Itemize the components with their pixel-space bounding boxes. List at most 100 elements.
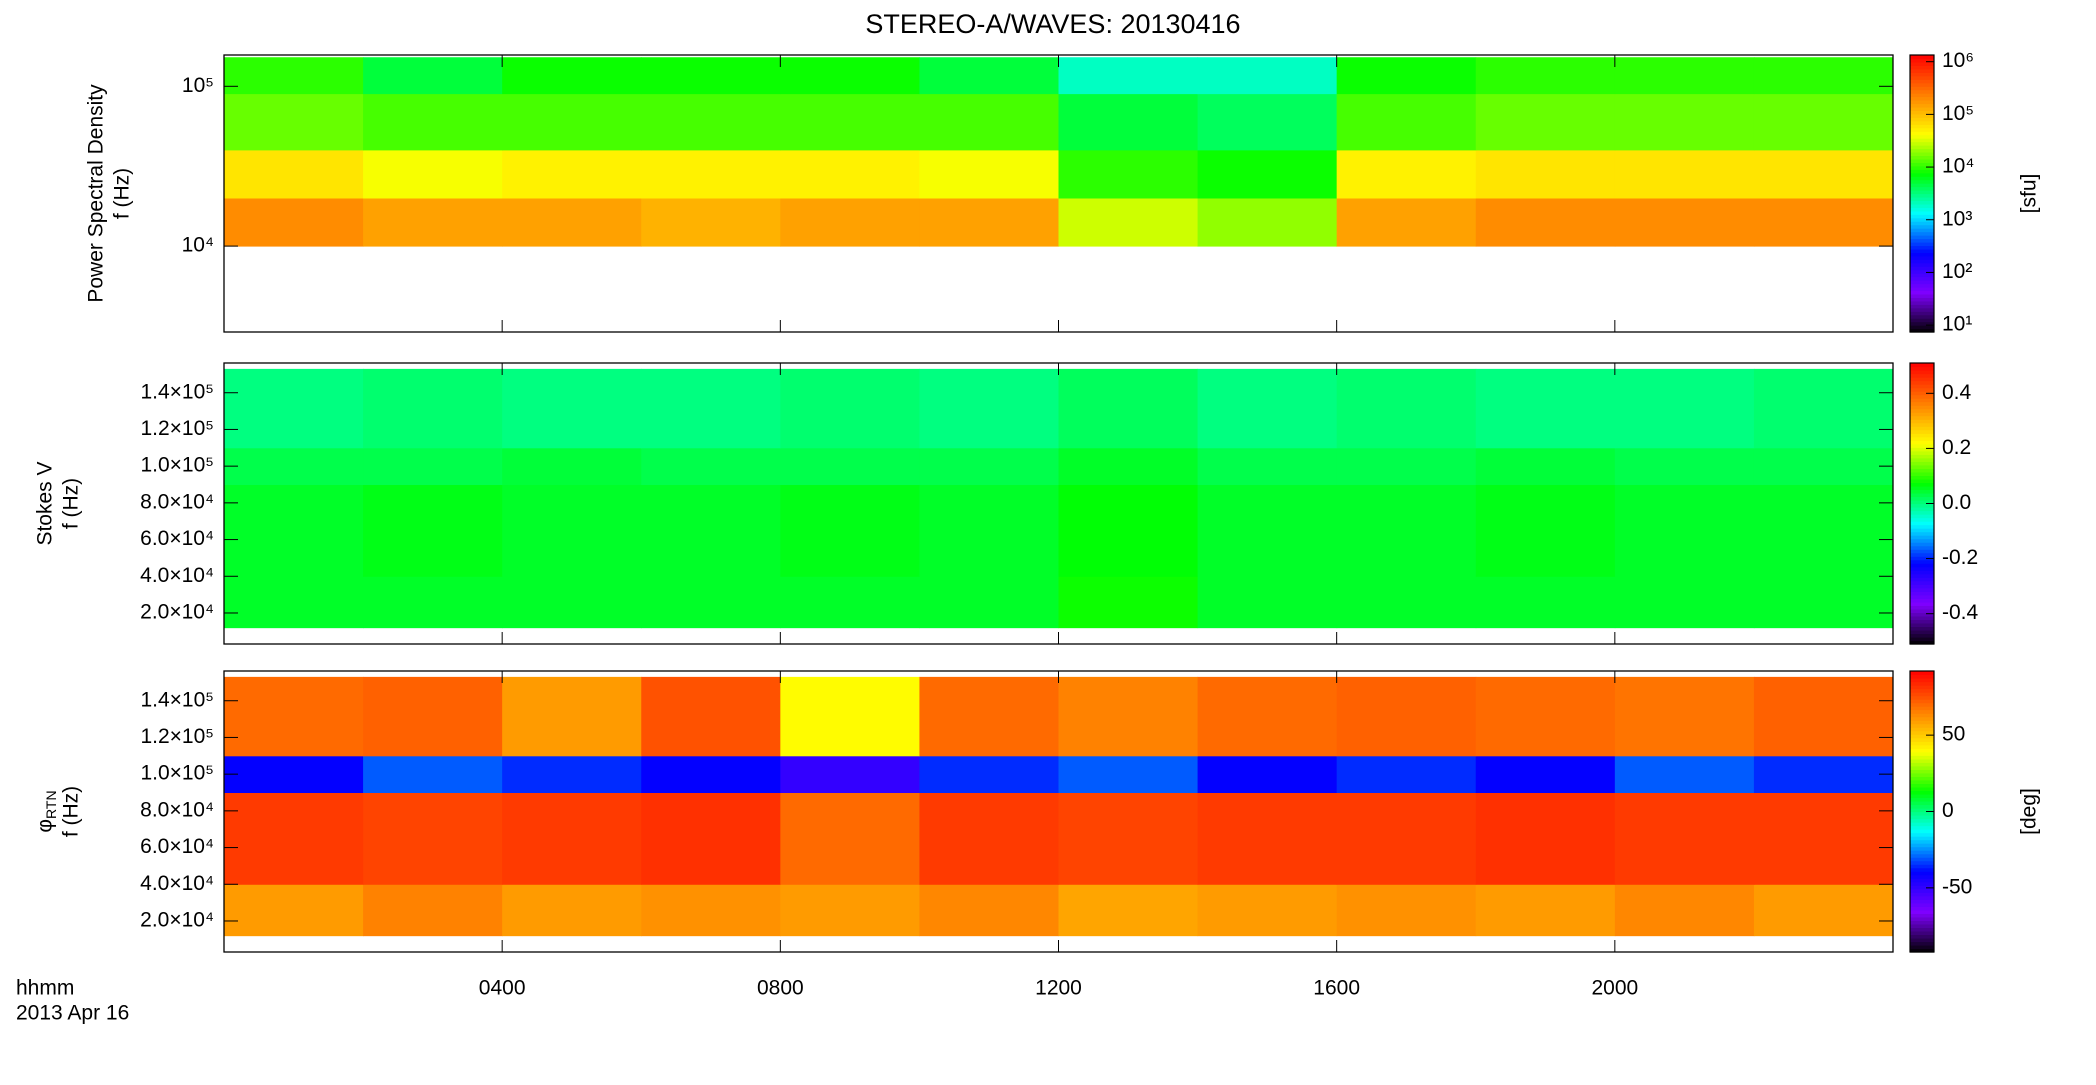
colorbar-slice [1910, 633, 1934, 638]
y-tick-label: 10⁴ [182, 234, 214, 257]
spectrogram-cell [1197, 676, 1338, 757]
colorbar-slice [1910, 266, 1934, 271]
colorbar-slice [1910, 909, 1934, 914]
colorbar-slice [1910, 864, 1934, 869]
colorbar-slice [1910, 531, 1934, 536]
colorbar-slice [1910, 58, 1934, 63]
colorbar-slice [1910, 131, 1934, 136]
colorbar-slice [1910, 106, 1934, 111]
spectrogram-cell [919, 576, 1059, 629]
spectrogram-cell [363, 447, 503, 486]
spectrogram-cell [363, 792, 503, 885]
colorbar-slice [1910, 702, 1934, 707]
colorbar-slice [1910, 172, 1934, 177]
colorbar-slice [1910, 482, 1934, 487]
spectrogram-cell [1058, 368, 1199, 449]
colorbar-slice [1910, 836, 1934, 841]
spectrogram-cell [224, 368, 364, 449]
spectrogram-cell [1753, 576, 1894, 629]
colorbar-slice [1910, 217, 1934, 222]
spectrogram-cell [919, 57, 1059, 95]
colorbar-slice [1910, 138, 1934, 143]
spectrogram-cell [363, 676, 503, 757]
colorbar-slice [1910, 394, 1934, 399]
colorbar-slice [1910, 314, 1934, 319]
colorbar-slice [1910, 524, 1934, 529]
colorbar-slice [1910, 248, 1934, 253]
colorbar-label: [sfu] [2018, 174, 2041, 214]
colorbar-slice [1910, 671, 1934, 676]
spectrogram-cell [919, 676, 1059, 757]
colorbar-slice [1910, 772, 1934, 777]
spectrogram-cell [1475, 884, 1616, 937]
colorbar-slice [1910, 860, 1934, 865]
colorbar-slice [1910, 203, 1934, 208]
colorbar-slice [1910, 584, 1934, 589]
spectrogram-cell [641, 676, 781, 757]
spectrogram-cell [919, 884, 1059, 937]
spectrogram-cell [1197, 755, 1338, 794]
colorbar-slice [1910, 82, 1934, 87]
colorbar-slice [1910, 468, 1934, 473]
colorbar-slice [1910, 720, 1934, 725]
colorbar-slice [1910, 741, 1934, 746]
spectrogram-cell [780, 368, 920, 449]
colorbar-tick-label: -0.2 [1942, 546, 1978, 569]
colorbar-slice [1910, 545, 1934, 550]
spectrogram-cell [1058, 792, 1199, 885]
spectrogram-cell [1753, 93, 1894, 151]
colorbar-slice [1910, 570, 1934, 575]
spectrogram-cell [1197, 368, 1338, 449]
colorbar-slice [1910, 151, 1934, 157]
colorbar-slice [1910, 748, 1934, 753]
colorbar-tick-label: 0 [1942, 799, 1954, 822]
colorbar-slice [1910, 141, 1934, 146]
colorbar-slice [1910, 127, 1934, 132]
spectrogram-cell [1614, 792, 1755, 885]
colorbar-slice [1910, 496, 1934, 501]
colorbar-slice [1910, 587, 1934, 592]
colorbar-slice [1910, 377, 1934, 382]
spectrogram-cell [224, 576, 364, 629]
colorbar-slice [1910, 744, 1934, 749]
colorbar-slice [1910, 55, 1934, 60]
colorbar-slice [1910, 61, 1934, 66]
spectrogram-cell [1336, 447, 1477, 486]
spectrogram-cell [641, 197, 781, 247]
spectrogram-cell [1197, 197, 1338, 247]
colorbar-slice [1910, 695, 1934, 700]
spectrogram-cell [641, 57, 781, 95]
colorbar-slice [1910, 110, 1934, 115]
spectrogram-cell [641, 755, 781, 794]
colorbar-slice [1910, 615, 1934, 621]
colorbar-slice [1910, 892, 1934, 897]
colorbar-slice [1910, 492, 1934, 498]
spectrogram-cell [1058, 676, 1199, 757]
spectrogram-cell [1475, 792, 1616, 885]
colorbar-slice [1910, 913, 1934, 918]
colorbar-slice [1910, 370, 1934, 375]
colorbar-slice [1910, 155, 1934, 160]
spectrogram-cell [363, 576, 503, 629]
spectrogram-cell [1336, 576, 1477, 629]
y-tick-label: 2.0×10⁴ [140, 909, 214, 932]
spectrogram-cell [1753, 884, 1894, 937]
y-axis-label: f (Hz) [60, 786, 83, 837]
spectrogram-cell [363, 755, 503, 794]
colorbar-slice [1910, 179, 1934, 184]
colorbar-slice [1910, 941, 1934, 946]
spectrogram-cell [502, 676, 642, 757]
colorbar-slice [1910, 636, 1934, 642]
x-tick-label: 1200 [1035, 977, 1082, 1000]
colorbar-slice [1910, 478, 1934, 484]
colorbar-slice [1910, 235, 1934, 240]
colorbar-slice [1910, 503, 1934, 508]
x-tick-label: 1600 [1313, 977, 1360, 1000]
colorbar-slice [1910, 224, 1934, 229]
colorbar-tick-label: 10² [1942, 260, 1972, 283]
colorbar-slice [1910, 811, 1934, 816]
spectrogram-cell [919, 484, 1059, 577]
colorbar-slice [1910, 297, 1934, 302]
colorbar-slice [1910, 556, 1934, 561]
colorbar-slice [1910, 290, 1934, 295]
